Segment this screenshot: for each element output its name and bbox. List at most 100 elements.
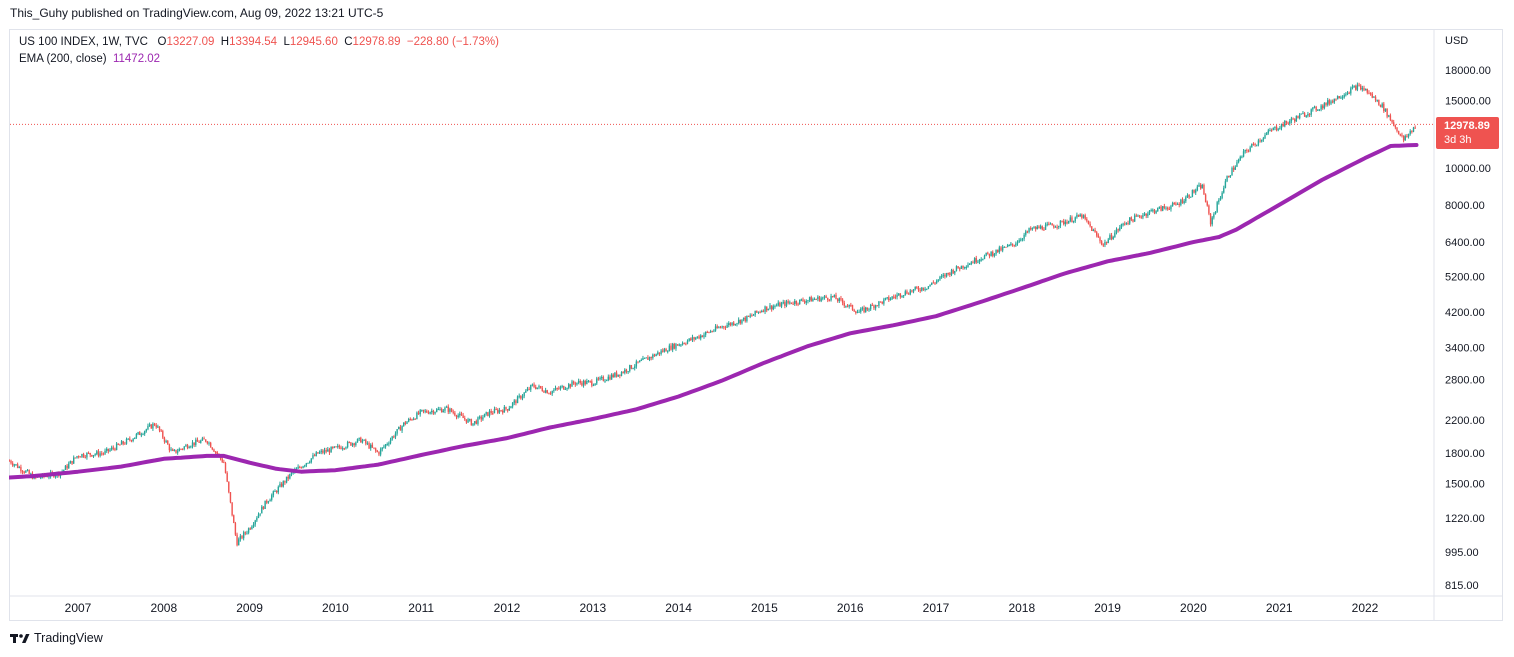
candle-body — [1297, 115, 1299, 119]
candle-body — [531, 384, 534, 386]
candle-body — [1414, 127, 1416, 129]
candle-body — [503, 406, 506, 413]
candle-body — [124, 443, 126, 445]
candle-body — [490, 411, 492, 413]
candle-body — [1404, 136, 1406, 141]
candle-body — [1015, 243, 1017, 246]
candle-body — [25, 470, 27, 473]
candle-body — [1034, 226, 1037, 230]
candle-body — [9, 460, 11, 462]
candle-body — [330, 446, 332, 453]
candle-body — [676, 344, 679, 346]
candle-body — [865, 307, 867, 312]
candle-body — [1094, 229, 1096, 233]
candle-body — [338, 445, 341, 448]
candle-body — [855, 311, 857, 313]
candle-body — [1147, 213, 1149, 216]
x-tick-label: 2007 — [65, 601, 92, 615]
candle-body — [308, 462, 311, 464]
candle-body — [766, 306, 768, 311]
candle-body — [1389, 115, 1392, 121]
candle-body — [106, 448, 108, 451]
candle-body — [902, 295, 905, 297]
candle-body — [84, 456, 86, 458]
candle-body — [1257, 140, 1260, 145]
candle-body — [803, 301, 806, 303]
candle-body — [341, 448, 344, 450]
candle-body — [1069, 217, 1072, 221]
ema-legend[interactable]: EMA (200, close) 11472.02 — [19, 53, 160, 65]
candle-body — [1224, 181, 1227, 188]
candle-body — [888, 297, 890, 301]
price-chart[interactable]: USD 18000.00 15000.00 10000.00 8000.00 6400.0… — [9, 29, 1503, 621]
candle-body — [176, 451, 179, 453]
candle-body — [1001, 247, 1004, 251]
candle-body — [266, 500, 268, 503]
candle-body — [470, 419, 473, 426]
y-tick-label: 8000.00 — [1445, 200, 1485, 212]
symbol-legend[interactable]: US 100 INDEX, 1W, TVC O13227.09 H13394.5… — [19, 36, 499, 48]
candle-body — [871, 304, 874, 306]
candle-body — [1333, 98, 1336, 103]
y-tick-label: 4200.00 — [1445, 307, 1485, 319]
candle-body — [388, 443, 390, 445]
candle-body — [879, 301, 882, 303]
candle-body — [378, 451, 380, 455]
candle-body — [988, 253, 991, 257]
candle-body — [1386, 108, 1388, 117]
candle-body — [1023, 234, 1025, 239]
candle-body — [728, 323, 730, 326]
candle-body — [997, 249, 999, 253]
candle-body — [394, 433, 397, 438]
candle-body — [125, 439, 128, 444]
candle-body — [601, 377, 603, 379]
candle-body — [203, 438, 205, 440]
candle-body — [1402, 135, 1405, 141]
candle-body — [1396, 127, 1398, 132]
candle-body — [178, 448, 181, 452]
candle-body — [1145, 213, 1147, 216]
candle-body — [412, 418, 415, 420]
candle-body — [396, 429, 398, 434]
candle-body — [363, 439, 365, 441]
candle-body — [1355, 86, 1357, 90]
candle-body — [1338, 96, 1340, 99]
high-label: H — [220, 36, 230, 48]
candle-body — [564, 388, 567, 390]
candle-body — [200, 440, 202, 443]
candle-body — [1246, 149, 1248, 151]
y-tick-label: 15000.00 — [1445, 95, 1491, 107]
candle-body — [693, 337, 695, 340]
candle-body — [361, 440, 364, 443]
candle-body — [429, 411, 431, 414]
candle-body — [572, 381, 575, 384]
candle-body — [667, 351, 669, 353]
candle-body — [759, 311, 761, 313]
candle-body — [924, 288, 926, 290]
candle-body — [366, 443, 369, 445]
candle-body — [675, 344, 677, 349]
candle-body — [327, 449, 329, 452]
candle-body — [195, 439, 197, 445]
candle-body — [127, 438, 129, 440]
candle-body — [744, 317, 746, 322]
footer-brand[interactable]: TradingView — [10, 631, 103, 645]
candle-body — [374, 448, 377, 451]
candle-body — [1030, 228, 1032, 230]
candle-body — [68, 463, 70, 469]
candle-body — [328, 449, 331, 453]
candle-body — [1020, 239, 1022, 241]
candle-body — [348, 442, 350, 444]
candle-body — [610, 374, 613, 380]
candle-body — [940, 276, 943, 278]
candle-body — [1036, 226, 1039, 230]
candle-body — [442, 410, 445, 413]
candle-body — [1201, 184, 1204, 189]
candle-body — [548, 393, 550, 395]
candle-body — [242, 532, 245, 539]
candle-body — [718, 327, 720, 329]
candle-body — [208, 442, 210, 444]
candle-body — [165, 440, 167, 442]
candle-body — [696, 336, 699, 338]
x-tick-label: 2021 — [1266, 601, 1293, 615]
